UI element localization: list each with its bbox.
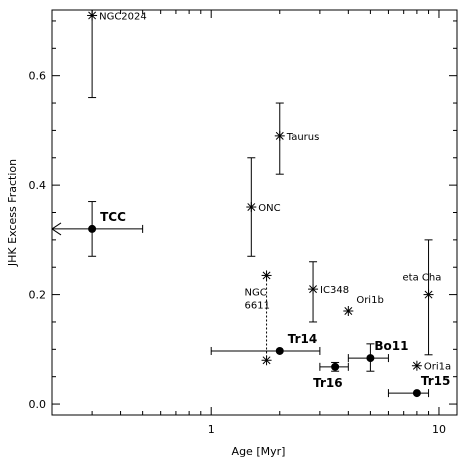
- bo11-circle-marker: [366, 354, 375, 363]
- ori1b-star-marker: [343, 306, 354, 317]
- x-tick-label: 1: [208, 423, 215, 436]
- ngc2024-label: NGC2024: [99, 11, 147, 22]
- ngc-6611-star-marker: [261, 270, 272, 281]
- onc-label: ONC: [258, 203, 280, 214]
- y-tick-label: 0.0: [29, 398, 47, 411]
- taurus-label-line: Taurus: [286, 132, 320, 143]
- eta-cha-star-marker: [423, 289, 434, 300]
- tr15-circle-marker: [412, 389, 421, 398]
- tcc-circle-marker: [88, 224, 97, 233]
- tcc-limit-arrow: [51, 222, 62, 230]
- tr14-circle-marker: [275, 346, 284, 355]
- star-stroke: [344, 307, 353, 315]
- star-stroke: [247, 203, 256, 211]
- y-tick-label: 0.6: [29, 70, 47, 83]
- tr16-label-line: Tr16: [313, 376, 342, 390]
- tcc-label-line: TCC: [100, 210, 126, 224]
- x-axis-title: Age [Myr]: [232, 445, 286, 458]
- y-axis-title: JHK Excess Fraction: [6, 159, 19, 267]
- onc-star-marker: [246, 202, 257, 213]
- star-stroke: [262, 271, 271, 280]
- star-stroke: [275, 131, 284, 140]
- ori1a-label: Ori1a: [424, 362, 451, 373]
- ori1b-label: Ori1b: [356, 295, 383, 306]
- ori1a-label-line: Ori1a: [424, 362, 451, 373]
- star-stroke: [424, 290, 433, 299]
- bo11-label: Bo11: [374, 339, 408, 353]
- ngc-6611-label: NGC 6611: [245, 287, 270, 311]
- ngc-6611-label-line: NGC: [245, 287, 267, 298]
- ic348-label: IC348: [320, 285, 349, 296]
- star-stroke: [262, 356, 271, 365]
- star-stroke: [412, 361, 421, 370]
- bo11-label-line: Bo11: [374, 339, 408, 353]
- ngc2024-label-line: NGC2024: [99, 11, 147, 22]
- y-tick-label: 0.4: [29, 179, 47, 192]
- tcc-limit-arrow: [51, 228, 62, 236]
- tr14-label: Tr14: [288, 332, 317, 346]
- axis-ticks: 1 10 0.0 0.2 0.4 0.6: [29, 10, 457, 436]
- tr15-label-line: Tr15: [421, 374, 450, 388]
- ori1b-label-line: Ori1b: [356, 295, 383, 306]
- eta-cha-label: eta Cha: [403, 273, 442, 284]
- tr16-label: Tr16: [313, 376, 342, 390]
- star-stroke: [88, 11, 97, 20]
- taurus-label: Taurus: [286, 132, 320, 143]
- tr16-circle-marker: [331, 362, 340, 371]
- ic348-star-marker: [308, 284, 319, 295]
- ngc-6611-star-marker: [261, 355, 272, 366]
- x-tick-label: 10: [432, 423, 446, 436]
- ori1a-star-marker: [411, 360, 422, 371]
- ic348-label-line: IC348: [320, 285, 349, 296]
- tcc-label: TCC: [100, 210, 126, 224]
- ngc2024-star-marker: [87, 10, 98, 21]
- taurus-star-marker: [274, 130, 285, 141]
- tr15-label: Tr15: [421, 374, 450, 388]
- star-stroke: [309, 285, 318, 294]
- y-tick-label: 0.2: [29, 289, 47, 302]
- onc-label-line: ONC: [258, 203, 280, 214]
- ngc-6611-label-line: 6611: [245, 300, 270, 311]
- tr14-label-line: Tr14: [288, 332, 317, 346]
- eta-cha-label-line: eta Cha: [403, 273, 442, 284]
- data-marks: NGC2024 Taurus ONC TCC IC348 eta Cha Ori1b NGC 6…: [51, 9, 451, 398]
